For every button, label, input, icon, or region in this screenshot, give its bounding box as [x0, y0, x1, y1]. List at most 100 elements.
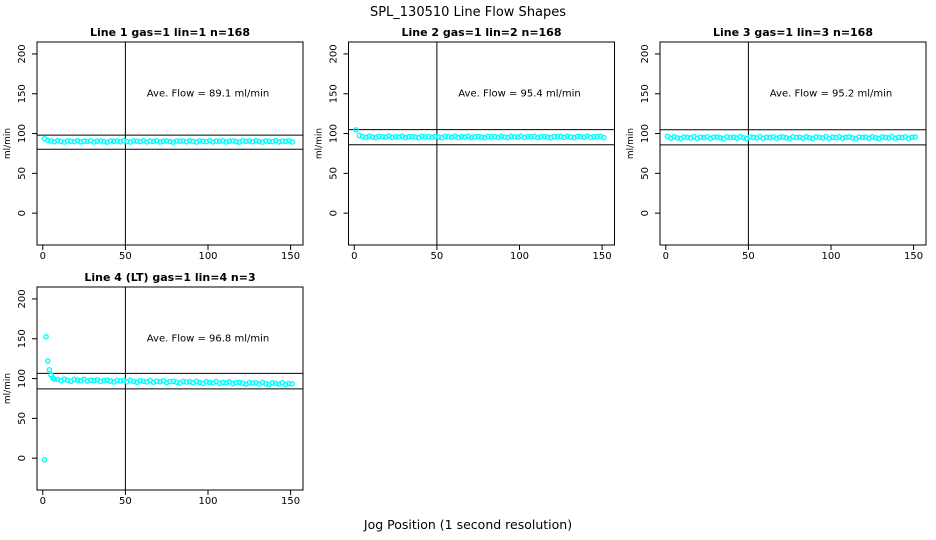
data-point — [419, 133, 425, 140]
data-point — [564, 133, 571, 140]
data-point — [359, 133, 366, 140]
data-point — [422, 134, 429, 140]
data-point — [94, 138, 101, 144]
data-point — [246, 138, 253, 144]
data-point — [101, 377, 107, 384]
y-tick-label: 150 — [329, 84, 340, 103]
data-point — [488, 134, 495, 140]
data-point — [243, 138, 249, 145]
x-tick-label: 50 — [119, 496, 132, 507]
data-point — [521, 134, 528, 141]
data-point — [909, 134, 915, 141]
data-point — [872, 134, 879, 141]
data-point — [163, 138, 170, 144]
data-point — [587, 134, 594, 141]
data-point — [276, 139, 282, 145]
data-point — [724, 134, 730, 140]
data-point — [68, 138, 74, 145]
x-tick-label: 50 — [119, 251, 132, 262]
data-point — [558, 133, 564, 140]
data-point — [700, 134, 707, 141]
data-point — [472, 133, 478, 140]
data-point — [223, 139, 229, 145]
data-point — [498, 133, 505, 140]
y-tick-label: 200 — [17, 44, 28, 63]
data-point — [97, 138, 104, 144]
data-point — [77, 139, 84, 145]
x-axis-label: Jog Position (1 second resolution) — [363, 517, 572, 532]
data-point — [747, 134, 753, 140]
data-point — [213, 138, 220, 144]
data-point — [849, 135, 856, 141]
data-point — [406, 133, 412, 140]
y-tick-label: 150 — [17, 84, 28, 103]
data-point — [379, 134, 386, 140]
data-point — [114, 138, 120, 144]
data-point — [203, 378, 210, 385]
panel: 0 50 100 150 0 50 100 150 200 ml/min Line 3 gas=1 … — [626, 26, 927, 262]
data-point — [289, 381, 296, 387]
data-point — [674, 134, 681, 141]
data-point — [376, 133, 382, 140]
data-point — [806, 134, 813, 141]
data-point — [180, 138, 187, 144]
data-point — [462, 134, 468, 140]
data-point — [144, 139, 150, 145]
data-point — [763, 134, 770, 141]
data-point — [511, 134, 518, 140]
x-tick-label: 0 — [40, 496, 46, 507]
data-point — [591, 133, 597, 140]
plot-box — [348, 41, 615, 246]
data-point — [157, 139, 163, 145]
data-point — [54, 137, 61, 144]
data-point — [282, 138, 289, 145]
data-point — [64, 138, 71, 144]
data-point — [177, 138, 183, 145]
data-point — [140, 378, 147, 385]
data-point — [180, 378, 187, 385]
y-tick-label: 50 — [329, 167, 340, 180]
panel-title: Line 1 gas=1 lin=1 n=168 — [90, 26, 250, 39]
data-point — [577, 134, 584, 140]
data-point — [544, 134, 551, 140]
average-flow-annotation: Ave. Flow = 95.4 ml/min — [458, 89, 580, 100]
data-point — [124, 138, 130, 145]
y-tick-label: 100 — [640, 124, 651, 143]
data-point — [183, 379, 190, 385]
data-point — [190, 138, 196, 145]
data-point — [425, 133, 432, 140]
y-tick-label: 50 — [17, 412, 28, 425]
y-tick-label: 0 — [17, 455, 28, 461]
y-tick-label: 0 — [329, 210, 340, 216]
data-point — [727, 134, 734, 141]
y-tick-label: 50 — [17, 167, 28, 180]
average-flow-annotation: Ave. Flow = 96.8 ml/min — [147, 334, 269, 345]
panel-title: Line 3 gas=1 lin=3 n=168 — [713, 26, 873, 39]
y-axis-label: ml/min — [3, 373, 13, 404]
data-point — [409, 133, 415, 140]
data-point — [899, 134, 905, 141]
x-tick-label: 100 — [198, 251, 217, 262]
data-point — [776, 134, 783, 141]
data-point — [554, 134, 561, 140]
data-point — [442, 133, 448, 140]
data-point — [160, 138, 167, 144]
data-point — [475, 133, 481, 140]
data-point — [681, 134, 687, 140]
data-point — [468, 134, 475, 141]
data-point — [594, 134, 600, 140]
data-point — [912, 134, 919, 140]
data-point — [396, 134, 402, 140]
data-point — [697, 134, 704, 141]
data-point — [833, 134, 839, 141]
y-axis-label: ml/min — [626, 128, 636, 159]
data-point — [253, 137, 259, 144]
data-point — [167, 138, 173, 145]
data-point — [538, 133, 544, 140]
data-point — [882, 134, 889, 141]
data-point — [491, 133, 498, 140]
data-point — [150, 138, 157, 145]
data-point — [101, 138, 107, 145]
